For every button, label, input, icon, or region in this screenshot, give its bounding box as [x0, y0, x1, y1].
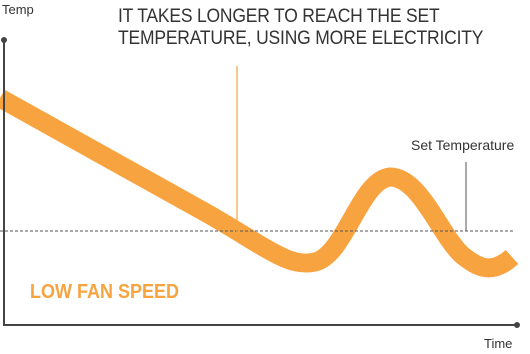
set-temperature-label: Set Temperature	[411, 137, 515, 153]
y-axis-label: Temp	[2, 2, 34, 17]
fan-speed-label: LOW FAN SPEED	[30, 281, 180, 303]
annotation-line-1: IT TAKES LONGER TO REACH THE SET	[118, 6, 440, 27]
x-axis-label: Time	[484, 336, 513, 351]
annotation-line-2: TEMPERATURE, USING MORE ELECTRICITY	[118, 28, 484, 49]
annotation-text: IT TAKES LONGER TO REACH THE SET TEMPERA…	[118, 6, 483, 50]
temperature-curve	[0, 89, 519, 278]
x-axis-end-dot	[514, 322, 520, 328]
y-axis-end-dot	[1, 37, 7, 43]
